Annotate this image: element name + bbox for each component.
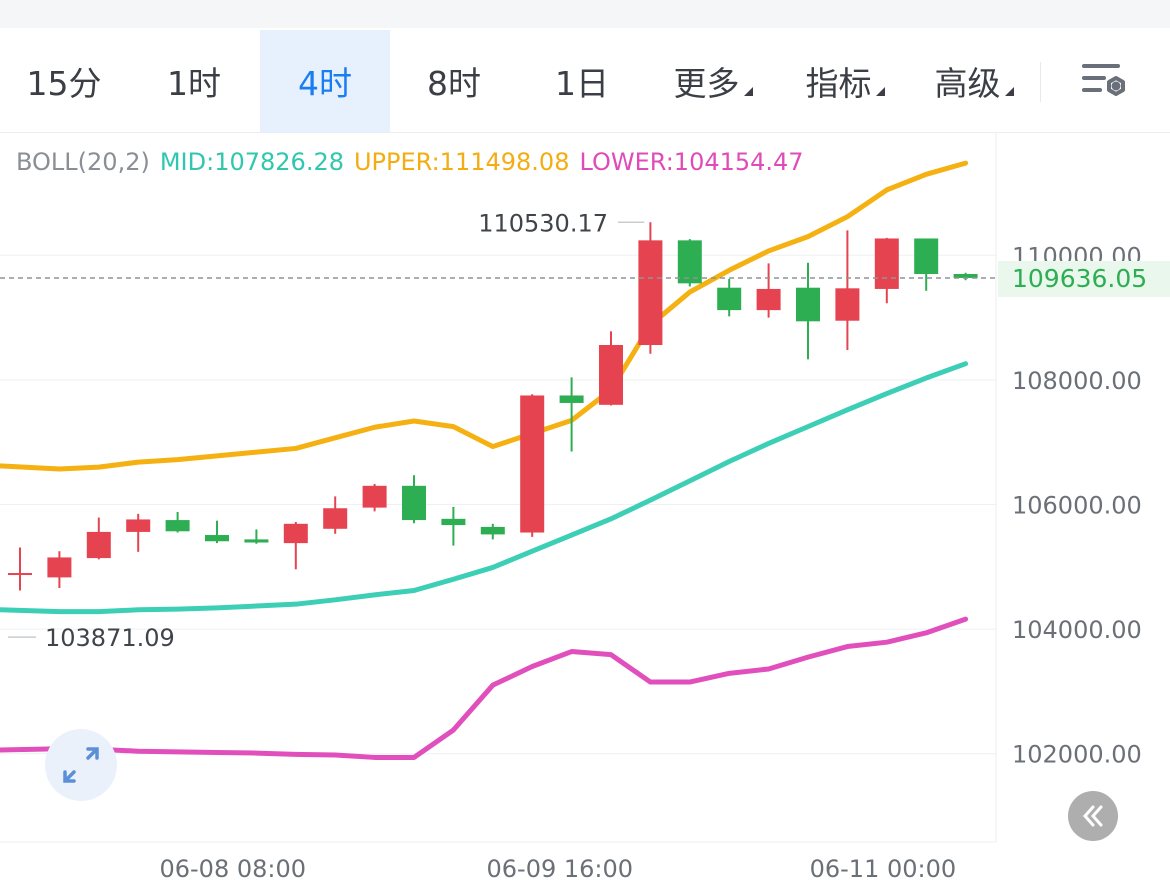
timeframe-tabbar: 15分 1时 4时 8时 1日 更多 指标 高级 [0,28,1170,133]
candle-body-up [599,345,623,405]
x-axis-label: 06-09 16:00 [487,855,634,883]
tab-label: 15分 [26,64,102,103]
candle-body-down [441,518,466,526]
candle-body-up [283,523,308,544]
candle-body-down [796,287,820,322]
boll-upper-line [0,160,969,472]
candle-body-up [8,573,32,576]
boll-name: BOLL(20,2) [16,148,150,176]
candle-body-down [402,485,426,521]
tab-more[interactable]: 更多 [648,30,778,132]
double-chevron-left-icon [1082,805,1103,827]
boll-legend: BOLL(20,2) MID:107826.28 UPPER:111498.08 LO… [16,148,814,176]
candle-body-down [559,395,584,403]
dropdown-caret-icon [875,86,885,96]
tab-divider [1040,62,1041,102]
tab-indicators[interactable]: 指标 [780,30,910,132]
candle-body-up [874,238,899,289]
tab-label: 更多 [673,64,740,103]
candle-body-up [126,519,151,532]
boll-upper-value: UPPER:111498.08 [353,148,570,176]
min-price-label: 103871.09 [45,624,175,652]
tab-label: 1日 [555,64,609,103]
current-price-label: 109636.05 [1012,264,1147,293]
x-axis-label: 06-11 00:00 [810,855,957,883]
candle-body-up [362,485,387,508]
candle-body-up [638,240,663,346]
boll-lower-line [0,616,969,760]
boll-mid-line [0,361,969,615]
status-strip [0,0,1170,28]
candle-body-down [677,240,702,284]
y-axis-label: 102000.00 [1012,741,1142,769]
chart-settings-button[interactable] [1070,52,1134,112]
y-axis-label: 108000.00 [1012,367,1142,395]
current-price-tag [998,260,1170,297]
max-price-label: 110530.17 [478,209,608,237]
tab-label: 指标 [805,64,872,103]
scroll-to-latest-button[interactable] [1068,791,1118,841]
candle-body-up [86,531,111,559]
candle-body-up [835,288,860,321]
tab-1d[interactable]: 1日 [518,30,646,132]
candle-body-down [205,535,229,542]
y-axis-label: 106000.00 [1012,492,1142,520]
tab-8h[interactable]: 8时 [390,30,518,132]
candle-body-up [520,395,545,533]
candle-body-down [165,520,190,532]
candle-body-down [244,539,269,543]
dropdown-caret-icon [1004,86,1014,96]
tab-label: 1时 [167,64,221,103]
candle-body-up [756,288,781,311]
candlestick-chart[interactable]: 110000.00108000.00106000.00104000.001020… [0,132,1170,890]
candle-body-up [323,508,348,529]
expand-chart-button[interactable] [45,729,117,801]
candle-body-down [953,273,978,278]
candle-body-down [480,526,505,535]
dropdown-caret-icon [743,86,753,96]
chart-settings-icon [1082,64,1125,96]
candle-body-down [914,238,939,274]
candle-body-down [717,287,742,311]
y-axis-label: 104000.00 [1012,616,1142,644]
tab-4h[interactable]: 4时 [260,30,390,132]
expand-arrows-icon [63,747,99,783]
x-axis-label: 06-08 08:00 [159,855,306,883]
boll-lower-value: LOWER:104154.47 [579,148,804,176]
tab-15m[interactable]: 15分 [0,30,128,132]
tab-label: 8时 [427,64,481,103]
tab-advanced[interactable]: 高级 [910,30,1038,132]
boll-mid-value: MID:107826.28 [159,148,344,176]
tab-label: 4时 [298,64,352,103]
candle-body-up [47,557,72,578]
tab-1h[interactable]: 1时 [128,30,260,132]
tab-label: 高级 [934,64,1001,103]
